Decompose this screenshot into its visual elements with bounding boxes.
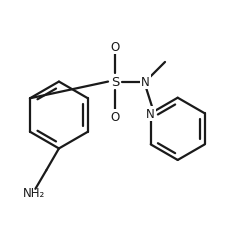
Text: N: N <box>146 107 155 120</box>
Text: N: N <box>141 76 150 89</box>
Text: O: O <box>111 41 120 54</box>
Text: O: O <box>111 110 120 123</box>
Text: NH₂: NH₂ <box>22 186 45 199</box>
Text: S: S <box>111 76 120 89</box>
